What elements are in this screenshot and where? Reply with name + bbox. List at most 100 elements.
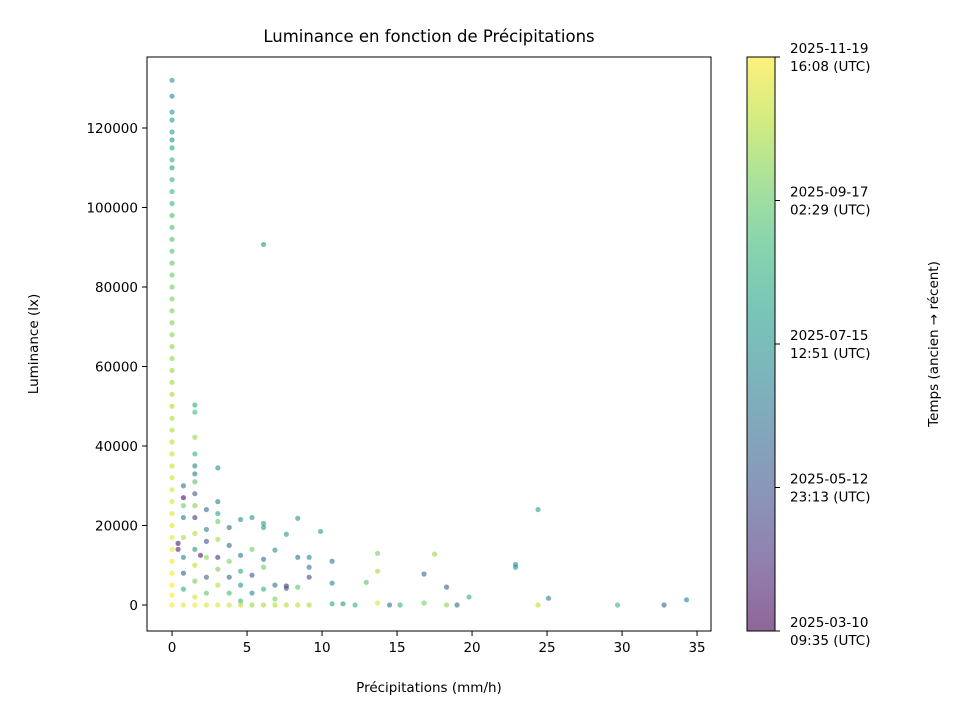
data-point	[169, 602, 175, 608]
data-point	[169, 260, 175, 266]
data-point	[260, 520, 267, 527]
colorbar-tick-time: 23:13 (UTC)	[790, 490, 871, 506]
data-point	[215, 566, 221, 572]
y-tick-label: 40000	[95, 439, 138, 455]
data-point	[260, 564, 267, 570]
data-point	[306, 574, 312, 580]
data-point	[169, 391, 175, 397]
data-point	[203, 590, 209, 596]
data-point	[192, 451, 198, 457]
data-point	[215, 499, 221, 505]
colorbar-tick-date: 2025-07-15	[790, 328, 868, 344]
data-point	[169, 212, 175, 219]
data-point	[249, 546, 255, 552]
data-point	[260, 586, 267, 592]
data-point	[431, 551, 438, 557]
data-point	[226, 558, 232, 564]
data-point	[169, 236, 175, 242]
data-point	[535, 506, 541, 513]
data-point	[295, 584, 301, 590]
data-point	[260, 602, 267, 608]
data-point	[192, 402, 198, 408]
data-point	[180, 483, 187, 489]
data-point	[169, 272, 175, 278]
data-point	[169, 546, 175, 552]
data-point	[226, 542, 232, 548]
data-point	[175, 540, 181, 546]
data-point	[169, 93, 175, 99]
data-point	[169, 145, 175, 151]
data-point	[226, 524, 232, 531]
data-point	[192, 409, 198, 415]
data-point	[512, 564, 519, 570]
data-point	[614, 602, 621, 608]
data-point	[238, 516, 244, 523]
data-point	[169, 344, 175, 350]
data-point	[295, 554, 301, 560]
data-point	[352, 602, 358, 608]
data-point	[169, 355, 175, 362]
data-point	[295, 515, 301, 521]
data-point	[169, 487, 175, 493]
data-point	[169, 427, 175, 433]
y-tick-label: 100000	[86, 200, 138, 216]
data-point	[169, 137, 175, 143]
data-point	[169, 534, 175, 541]
data-point	[192, 491, 198, 497]
x-tick-label: 25	[538, 640, 555, 656]
data-point	[535, 602, 541, 608]
data-point	[249, 514, 255, 521]
colorbar-tick-date: 2025-09-17	[790, 185, 868, 201]
data-point	[169, 582, 175, 588]
data-point	[169, 284, 175, 290]
x-axis: 0 5 10 15 20 25 30 35	[168, 631, 706, 656]
data-point	[169, 451, 175, 457]
data-point	[454, 602, 460, 608]
data-point	[215, 602, 221, 608]
data-point	[215, 518, 221, 525]
data-point	[169, 117, 175, 123]
data-point	[192, 594, 198, 600]
colorbar-tick-time: 09:35 (UTC)	[790, 633, 871, 649]
data-point	[249, 602, 255, 608]
data-point	[169, 177, 175, 183]
data-point	[180, 602, 187, 608]
data-point	[169, 439, 175, 445]
data-point	[169, 157, 175, 163]
data-point	[169, 248, 175, 254]
data-point	[374, 600, 381, 606]
colorbar-ticks: 2025-03-10 09:35 (UTC) 2025-05-12 23:13 (UT…	[775, 41, 871, 649]
data-point	[169, 415, 175, 421]
data-point	[421, 600, 427, 606]
data-point	[169, 188, 175, 195]
colorbar-tick-date: 2025-05-12	[790, 472, 868, 488]
data-point	[363, 579, 369, 585]
x-tick-label: 5	[243, 640, 252, 656]
y-tick-label: 60000	[95, 359, 138, 375]
data-point	[169, 475, 175, 481]
x-tick-label: 30	[613, 640, 630, 656]
data-point	[340, 601, 346, 607]
data-point	[203, 506, 209, 513]
data-point	[197, 552, 204, 558]
data-point	[169, 165, 175, 171]
x-tick-label: 0	[168, 640, 177, 656]
data-point	[192, 514, 198, 521]
data-point	[272, 582, 278, 588]
colorbar-tick-time: 02:29 (UTC)	[790, 203, 871, 219]
data-point	[226, 602, 232, 608]
data-point	[443, 584, 450, 590]
data-point	[215, 554, 221, 560]
data-point	[306, 564, 312, 570]
colorbar-tick-date: 2025-11-19	[790, 41, 868, 57]
data-point	[169, 592, 175, 598]
data-point	[169, 129, 175, 135]
data-point	[192, 471, 198, 477]
data-point	[169, 522, 175, 529]
data-point	[215, 510, 221, 517]
data-point	[169, 109, 175, 115]
data-point	[192, 530, 198, 537]
data-point	[260, 556, 267, 562]
data-point	[329, 601, 335, 607]
